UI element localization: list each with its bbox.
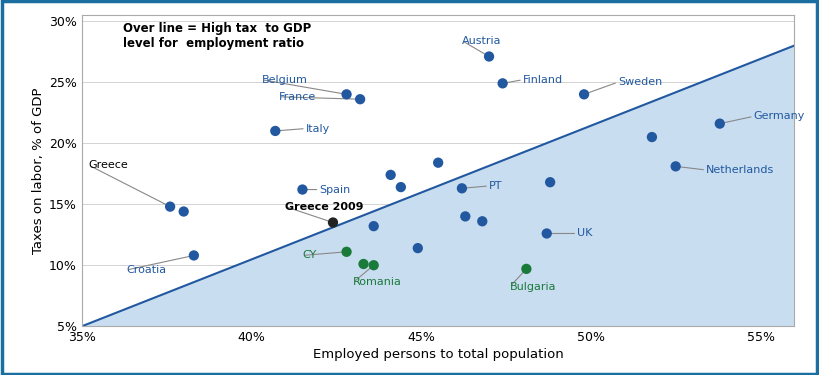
Point [269,128,282,134]
Y-axis label: Taxes on labor, % of GDP: Taxes on labor, % of GDP [32,87,45,254]
Point [367,223,380,229]
Point [164,204,177,210]
Text: Greece: Greece [88,160,129,170]
Text: Italy: Italy [305,123,330,134]
Point [340,92,353,98]
Text: Finland: Finland [523,75,563,85]
Point [541,231,554,237]
Point [476,218,489,224]
Point [432,160,445,166]
Point [367,262,380,268]
Point [645,134,658,140]
Point [459,213,472,219]
Point [394,184,407,190]
Text: Germany: Germany [753,111,805,121]
Text: Bulgaria: Bulgaria [509,282,556,292]
Point [188,252,201,258]
Point [455,185,468,191]
Point [296,186,309,192]
X-axis label: Employed persons to total population: Employed persons to total population [313,348,563,361]
Text: Belgium: Belgium [262,75,308,85]
Text: France: France [278,92,316,102]
Text: Romania: Romania [353,277,402,287]
Point [340,249,353,255]
Text: Greece 2009: Greece 2009 [286,202,364,211]
Text: Netherlands: Netherlands [706,165,775,175]
Point [577,92,590,98]
Text: Sweden: Sweden [618,77,663,87]
Point [520,266,533,272]
Point [496,80,509,86]
Text: Over line = High tax  to GDP
level for  employment ratio: Over line = High tax to GDP level for em… [123,22,311,50]
Point [482,54,495,60]
Point [327,219,340,225]
Text: Croatia: Croatia [126,265,166,275]
Polygon shape [82,45,794,326]
Text: Austria: Austria [462,36,501,46]
Point [544,179,557,185]
Point [411,245,424,251]
Point [669,164,682,170]
Point [713,121,726,127]
Text: PT: PT [489,181,503,191]
Text: CY: CY [302,251,317,261]
Text: Spain: Spain [319,184,351,195]
Point [384,172,397,178]
Text: UK: UK [577,228,593,238]
Point [357,261,370,267]
Point [354,96,367,102]
Point [177,209,190,214]
